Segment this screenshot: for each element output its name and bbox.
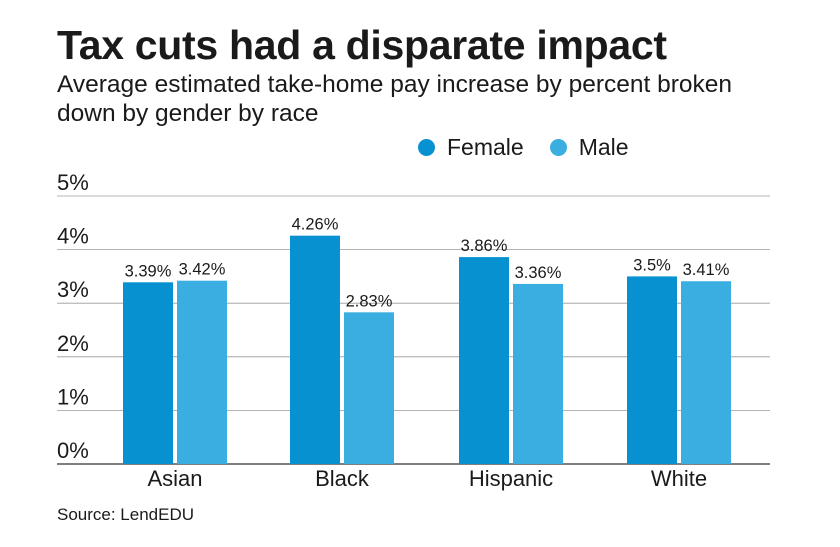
bar-male-asian (177, 280, 227, 464)
data-label: 2.83% (346, 292, 393, 310)
legend-swatch-male (549, 139, 567, 156)
bar-female-asian (123, 282, 173, 464)
legend-item-female: Female (418, 134, 524, 161)
data-label: 3.42% (179, 261, 226, 279)
bar-male-black (344, 312, 394, 464)
chart-subtitle: Average estimated take-home pay increase… (57, 71, 733, 127)
y-tick-label: 1% (57, 384, 89, 409)
bar-female-white (627, 276, 677, 464)
legend-label-female: Female (447, 134, 524, 160)
legend-label-male: Male (578, 134, 629, 160)
x-tick-label: Black (315, 466, 370, 491)
chart-title: Tax cuts had a disparate impact (57, 22, 667, 68)
y-tick-label: 0% (57, 438, 89, 463)
bar-male-white (681, 281, 731, 464)
data-label: 4.26% (292, 216, 339, 234)
legend-item-male: Male (549, 134, 629, 161)
y-tick-label: 4% (57, 224, 89, 249)
x-tick-label: Hispanic (469, 466, 553, 491)
data-label: 3.86% (461, 237, 508, 255)
source-note: Source: LendEDU (57, 505, 195, 524)
x-tick-label: White (651, 466, 707, 491)
data-label: 3.41% (683, 261, 730, 279)
data-label: 3.5% (633, 256, 671, 274)
legend: Female Male (418, 134, 655, 161)
legend-swatch-female (418, 139, 435, 156)
y-tick-label: 3% (57, 277, 89, 302)
bar-female-black (290, 235, 340, 464)
bar-male-hispanic (513, 283, 563, 464)
data-label: 3.39% (125, 262, 172, 280)
data-label: 3.36% (515, 264, 562, 282)
y-tick-label: 5% (57, 170, 89, 195)
x-tick-label: Asian (147, 466, 202, 491)
bar-female-hispanic (459, 257, 509, 464)
y-tick-label: 2% (57, 331, 89, 356)
